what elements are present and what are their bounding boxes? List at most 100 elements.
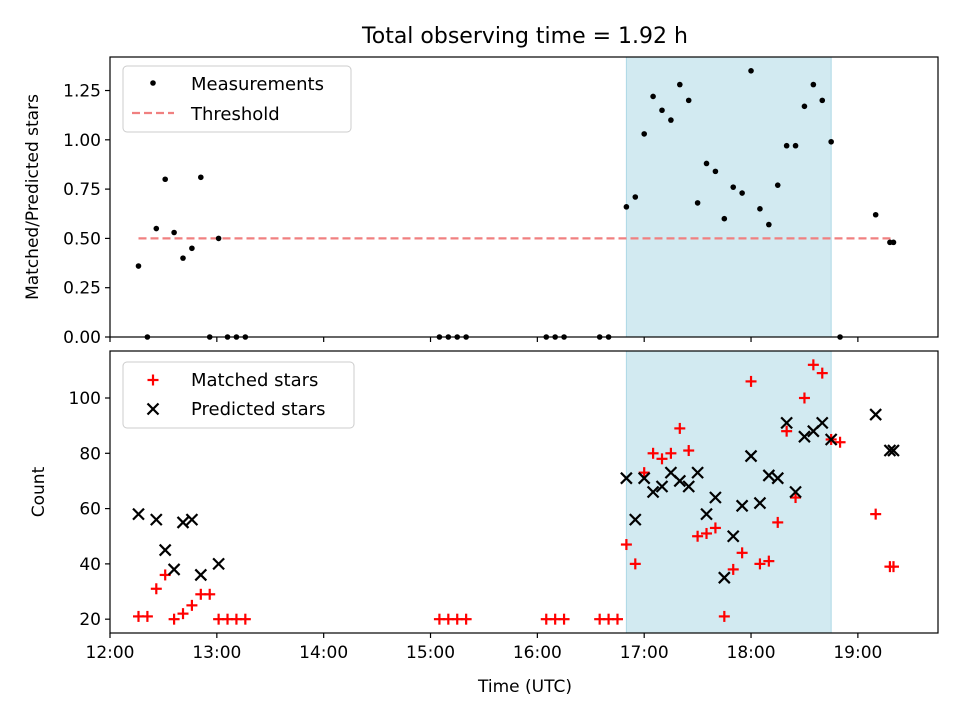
matched-star-point — [772, 516, 784, 528]
count-panel: 20 40 60 80 100 12:00 13:00 14:00 15:00 16:00 17:… — [29, 350, 939, 697]
chart-title: Total observing time = 1.92 h — [361, 24, 688, 49]
measurement-point — [872, 211, 879, 218]
matched-star-point — [683, 445, 695, 457]
measurement-point — [703, 160, 710, 167]
x-axis-label: Time (UTC) — [477, 677, 572, 697]
predicted-star-point — [682, 480, 695, 493]
matched-star-point — [150, 583, 162, 595]
measurement-point — [623, 204, 630, 210]
count-axes-frame — [109, 350, 939, 634]
y-tick-label: 0.00 — [63, 328, 101, 348]
ratio-y-axis-label: Matched/Predicted stars — [23, 94, 43, 300]
matched-star-point — [692, 530, 704, 542]
legend-box — [122, 65, 352, 133]
predicted-star-point — [646, 485, 660, 499]
ratio-legend: Measurements Threshold — [122, 65, 352, 133]
measurement-point — [890, 239, 897, 246]
x-tick-label: 15:00 — [406, 643, 455, 663]
y-tick-label: 1.00 — [63, 131, 101, 151]
predicted-star-point — [709, 491, 722, 504]
measurement-point — [757, 206, 763, 212]
predicted-star-point — [691, 466, 704, 479]
measurement-point — [171, 229, 177, 236]
predicted-star-point — [780, 416, 793, 430]
matched-star-point — [460, 613, 472, 625]
x-tick-label: 12:00 — [86, 643, 135, 663]
legend-matched-label: Matched stars — [191, 370, 318, 391]
measurement-point — [668, 117, 674, 123]
y-tick-label: 40 — [79, 555, 101, 575]
predicted-star-point — [726, 529, 740, 543]
y-tick-label: 60 — [79, 500, 101, 520]
predicted-star-point — [637, 471, 651, 485]
matched-star-point — [656, 453, 668, 465]
ratio-panel: Total observing time = 1.92 h 0.00 0.25 0.… — [23, 24, 939, 348]
predicted-star-point — [620, 471, 633, 485]
matched-star-point — [204, 588, 216, 600]
predicted-star-point — [655, 480, 669, 493]
measurement-point — [828, 138, 834, 145]
legend-threshold-label: Threshold — [190, 104, 280, 125]
measurement-point — [730, 184, 737, 190]
measurement-point — [659, 107, 665, 114]
predicted-star-point — [883, 444, 897, 457]
measurement-point — [801, 103, 808, 110]
predicted-star-point — [150, 513, 163, 526]
matched-star-point — [834, 436, 846, 448]
matched-star-point — [781, 425, 793, 437]
predicted-star-point — [212, 557, 225, 571]
matched-star-point — [620, 539, 632, 551]
legend-plus-marker — [147, 374, 159, 386]
legend-predicted-label: Predicted stars — [191, 399, 325, 420]
y-tick-label: 0.25 — [63, 279, 101, 299]
x-tick-label: 17:00 — [620, 643, 669, 663]
measurement-point — [162, 176, 168, 183]
measurement-point — [810, 81, 817, 88]
measurement-point — [685, 97, 692, 104]
predicted-star-point — [887, 444, 900, 457]
predicted-star-point — [700, 507, 713, 521]
matched-star-point — [558, 613, 570, 625]
y-tick-label: 1.25 — [63, 82, 101, 102]
predicted-star-point — [869, 408, 882, 421]
measurement-point — [153, 225, 160, 232]
matched-star-point — [763, 555, 775, 567]
measurement-point — [198, 174, 204, 181]
predicted-star-point — [158, 543, 172, 557]
measurement-point — [632, 194, 639, 200]
matched-star-point — [638, 467, 650, 479]
measurement-point — [641, 131, 647, 137]
measurement-point — [650, 93, 656, 100]
count-x-ticks: 12:00 13:00 14:00 15:00 16:00 17:00 18:00 19:00 — [86, 633, 882, 663]
x-tick-label: 19:00 — [833, 643, 882, 663]
predicted-star-point — [744, 449, 758, 463]
measurement-point — [774, 182, 781, 188]
predicted-star-point — [629, 513, 642, 526]
predicted-star-point — [176, 516, 190, 529]
count-y-ticks: 20 40 60 80 100 — [69, 389, 110, 630]
measurement-point — [135, 263, 142, 269]
observing-window-span — [625, 56, 832, 338]
matched-star-point — [807, 359, 819, 371]
legend-measurements-label: Measurements — [191, 74, 324, 95]
predicted-star-point — [753, 496, 767, 510]
predicted-star-point — [167, 563, 181, 576]
predicted-star-point — [673, 474, 687, 488]
predicted-star-point — [718, 571, 731, 584]
matched-star-point — [186, 599, 198, 611]
matched-star-point — [736, 547, 748, 559]
y-tick-label: 0.75 — [63, 180, 101, 200]
matched-star-point — [674, 422, 686, 434]
matched-star-point — [177, 608, 189, 620]
matched-star-point — [665, 447, 677, 459]
y-tick-label: 0.50 — [63, 229, 101, 249]
matched-star-point — [745, 375, 757, 387]
predicted-star-point — [194, 568, 208, 582]
measurement-point — [215, 235, 222, 242]
legend-predicted-swatch — [146, 402, 160, 416]
predicted-star-point — [132, 507, 145, 521]
legend-box — [122, 361, 355, 429]
x-tick-label: 16:00 — [513, 643, 562, 663]
x-tick-label: 18:00 — [727, 643, 776, 663]
